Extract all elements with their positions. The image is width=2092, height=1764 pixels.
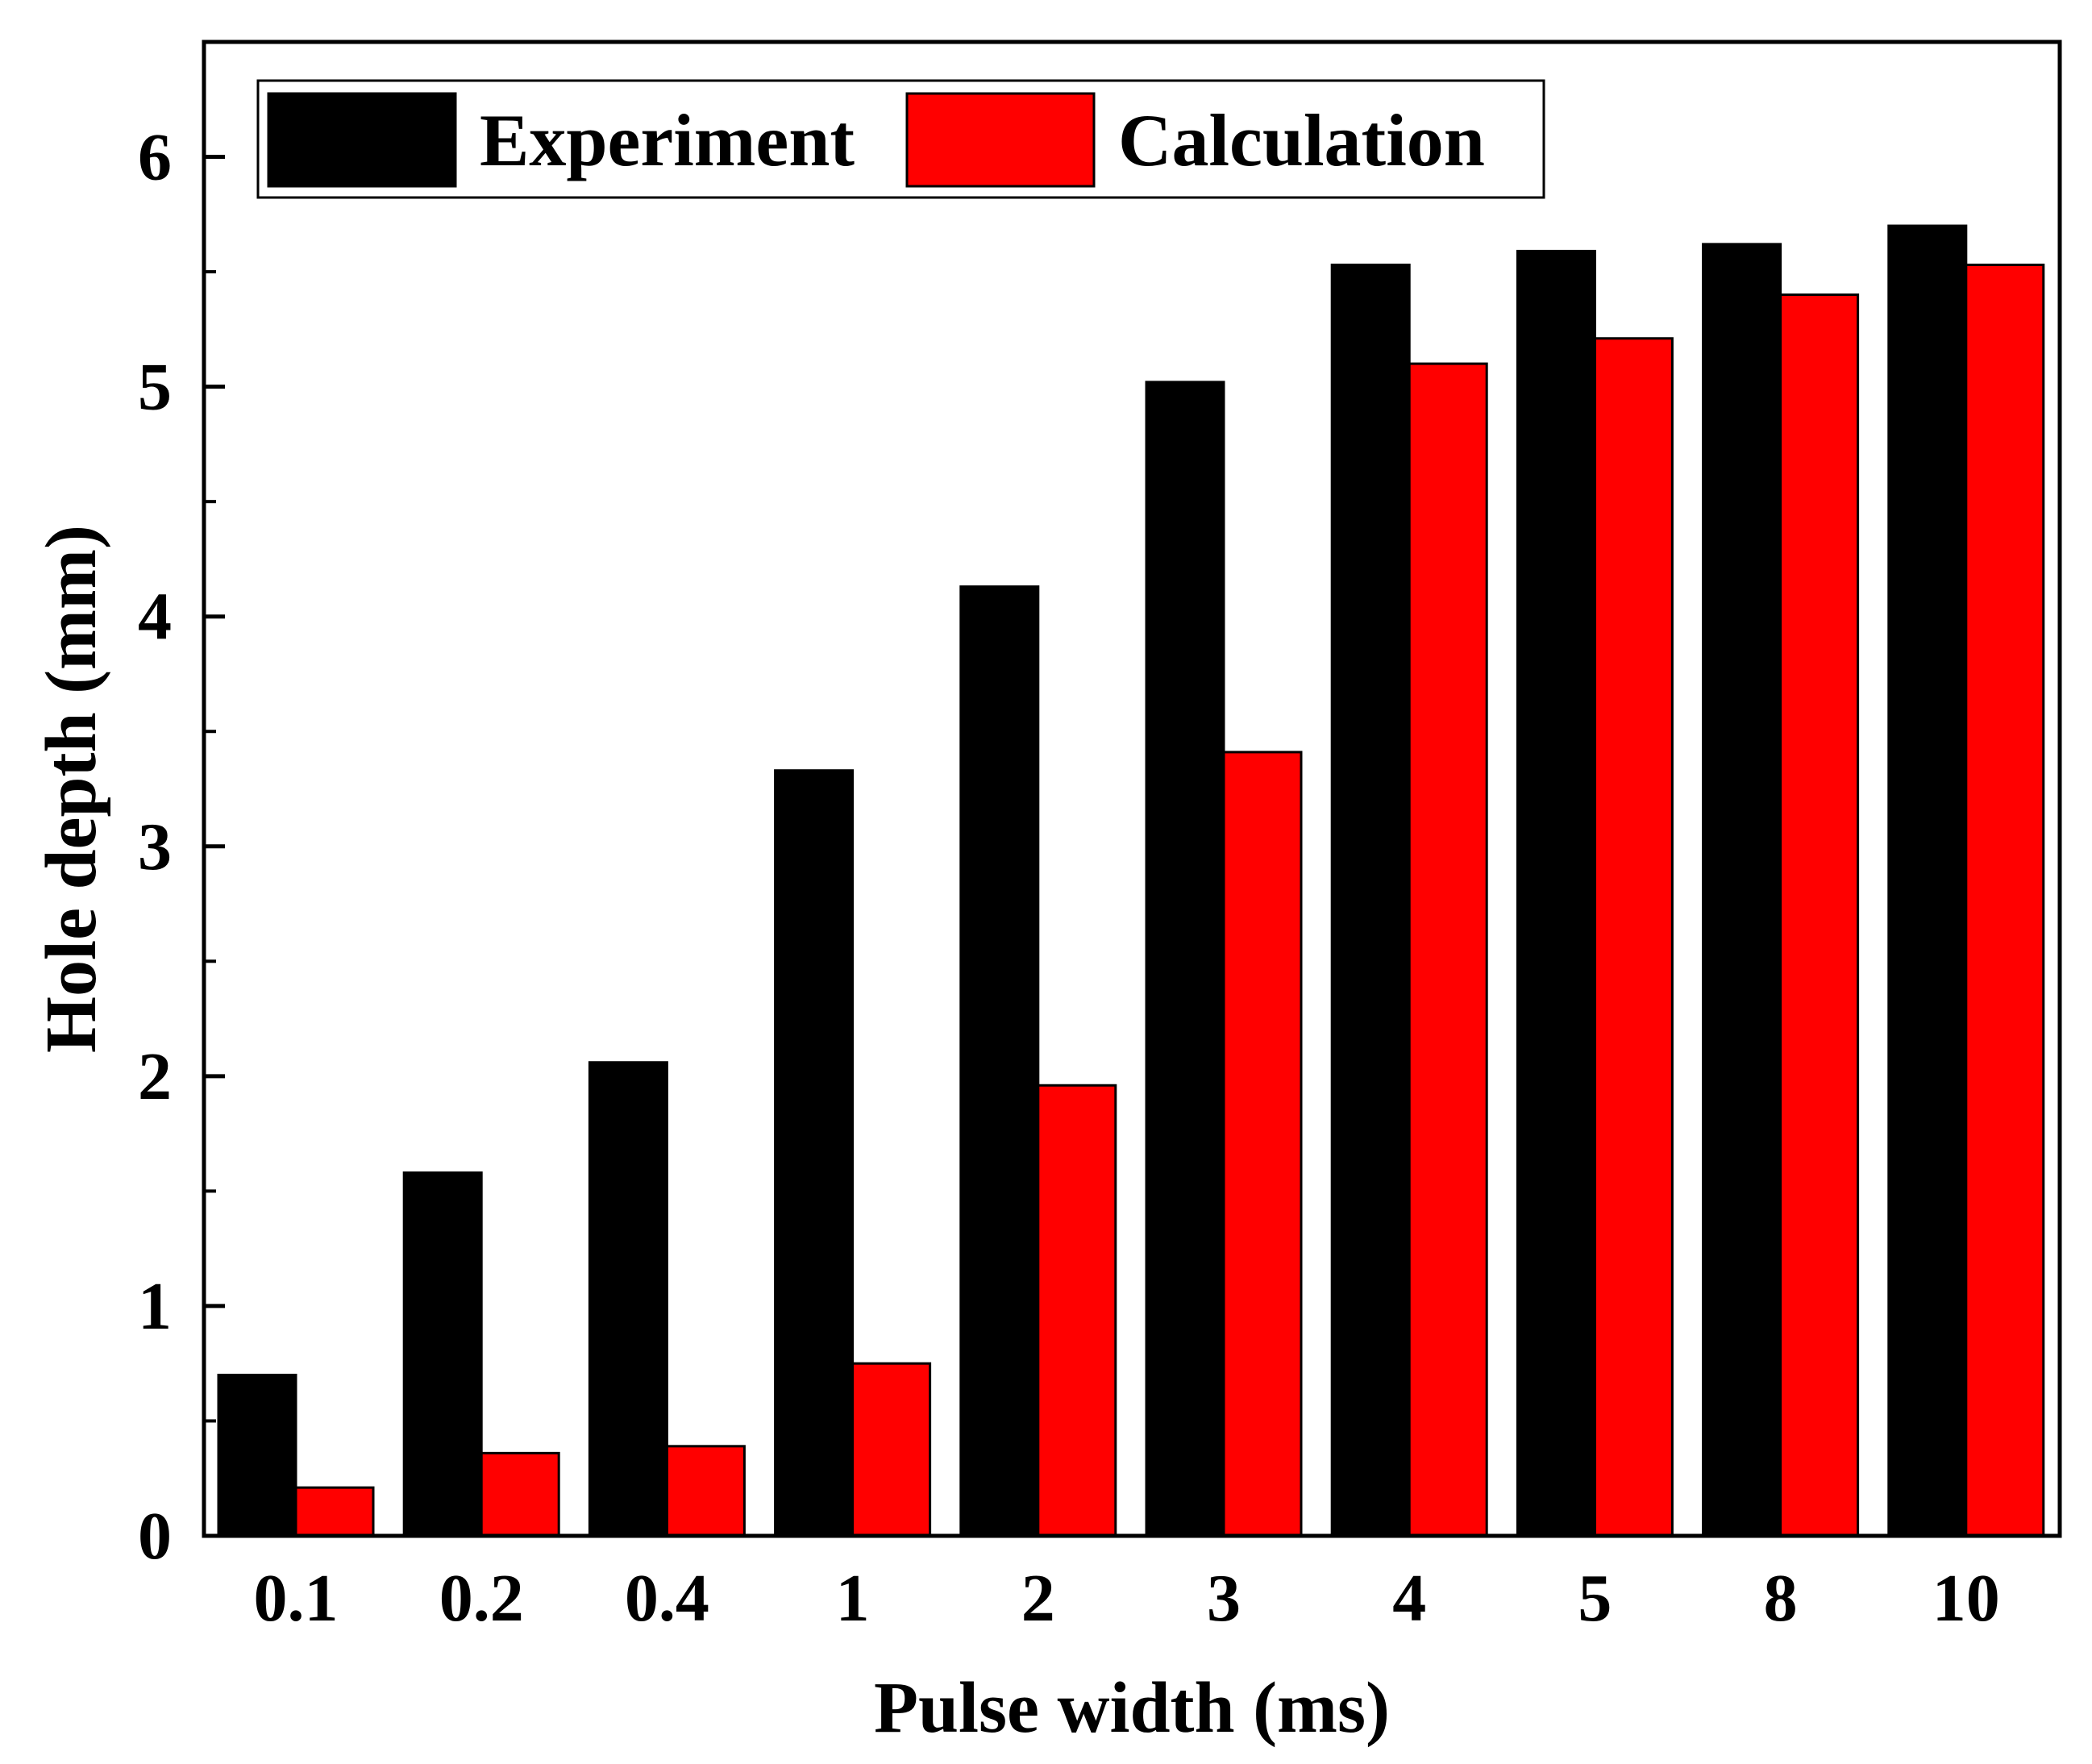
y-tick-label: 3 [138,809,172,884]
legend-swatch-experiment [267,92,457,188]
x-tick-label: 0.4 [625,1561,709,1636]
bar-experiment-3 [1145,381,1225,1537]
plot-frame [202,40,2062,1538]
bar-calculation-0.4 [665,1445,746,1537]
bar-calculation-5 [1593,337,1674,1537]
legend-label-experiment: Experiment [480,99,855,181]
y-tick-label: 6 [138,120,172,195]
x-tick-label: 8 [1764,1561,1798,1636]
x-tick-label: 5 [1578,1561,1612,1636]
y-tick-label: 5 [138,350,172,425]
y-tick-label: 1 [138,1269,172,1344]
bars-group [217,224,2045,1537]
bar-calculation-3 [1222,751,1303,1537]
bar-calculation-2 [1037,1084,1117,1537]
y-tick-label: 0 [138,1499,172,1574]
y-tick-label: 4 [138,580,172,655]
bar-experiment-0.1 [217,1373,297,1537]
bar-calculation-8 [1779,293,1860,1537]
x-tick-label: 2 [1021,1561,1055,1636]
legend-swatch-calculation [905,92,1096,188]
x-axis-title: Pulse width (ms) [874,1668,1390,1748]
bar-experiment-10 [1887,224,1968,1537]
bar-calculation-10 [1965,264,2045,1537]
bar-experiment-4 [1330,264,1411,1537]
x-tick-label: 0.1 [254,1561,339,1636]
legend-box [256,79,1545,199]
axes-group: 0 1 2 3 4 5 6 0.1 0.2 0.4 1 2 3 4 5 8 10 [138,40,2062,1636]
bar-calculation-0.2 [480,1451,560,1537]
legend-label-calculation: Calculation [1118,99,1485,181]
bar-experiment-0.4 [588,1061,668,1537]
bar-experiment-2 [959,585,1040,1537]
x-tick-label: 3 [1207,1561,1241,1636]
x-tick-label: 10 [1932,1561,2000,1636]
bar-experiment-0.2 [402,1171,483,1537]
bar-calculation-1 [851,1362,932,1537]
y-tick-label: 2 [138,1039,172,1114]
bar-experiment-1 [774,769,855,1537]
bar-experiment-5 [1516,249,1596,1537]
y-axis-title: Hole depth (mm) [31,525,111,1053]
bar-calculation-0.1 [294,1486,375,1537]
bar-experiment-8 [1702,243,1782,1537]
x-tick-label: 4 [1392,1561,1426,1636]
bar-calculation-4 [1408,362,1488,1537]
x-tick-label: 0.2 [439,1561,524,1636]
x-tick-label: 1 [836,1561,870,1636]
legend: Experiment Calculation [256,79,1545,199]
